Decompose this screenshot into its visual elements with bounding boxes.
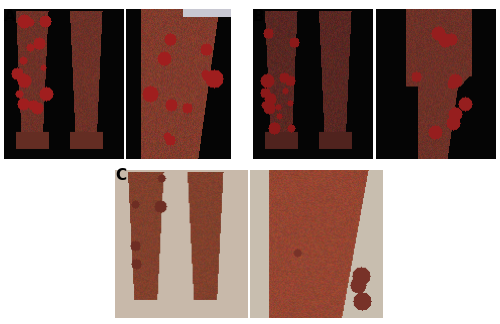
Text: A: A <box>4 9 16 24</box>
Text: B: B <box>253 9 264 24</box>
Text: C: C <box>115 168 126 183</box>
